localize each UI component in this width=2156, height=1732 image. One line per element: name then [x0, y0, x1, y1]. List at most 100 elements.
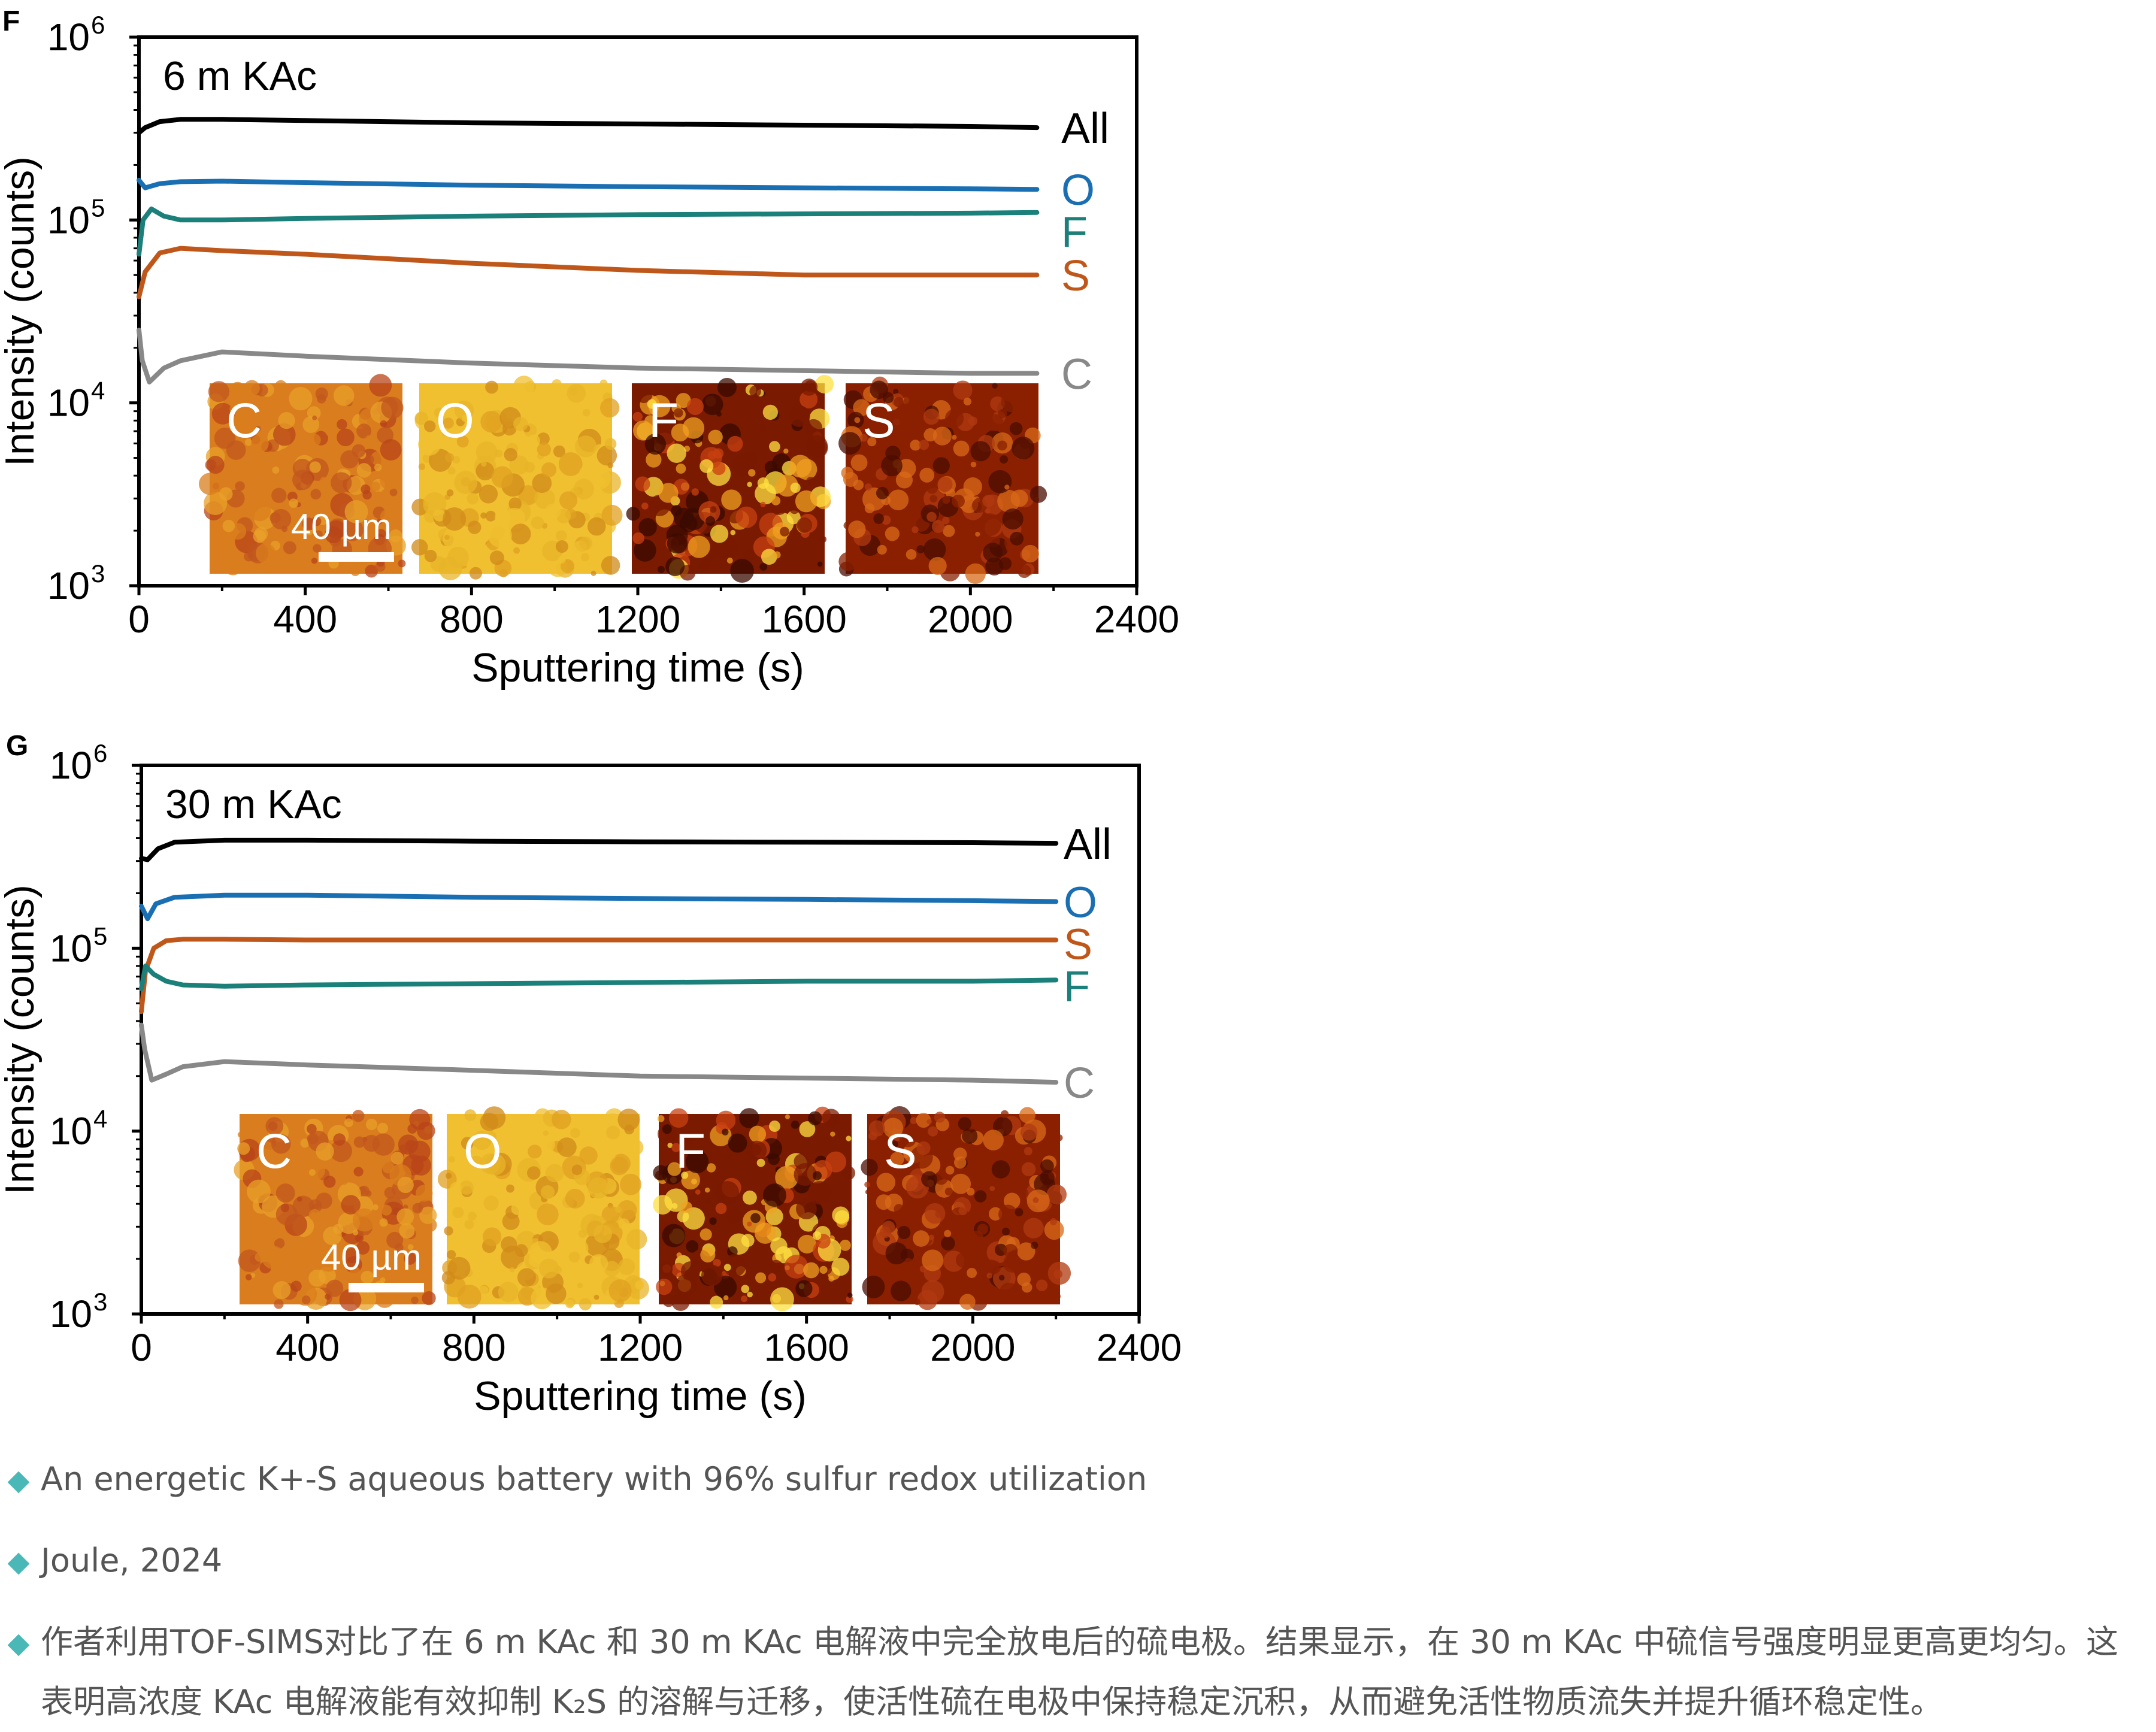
series-label-f: F [1061, 208, 1088, 256]
inset-texture [803, 1262, 819, 1279]
inset-texture [546, 1283, 567, 1304]
inset-texture [790, 482, 801, 493]
inset-texture [443, 527, 467, 550]
inset-texture [716, 1181, 740, 1204]
inset-texture [819, 535, 827, 543]
inset-texture [271, 487, 287, 503]
inset-texture [250, 434, 269, 453]
inset-texture [632, 411, 643, 422]
inset-texture [756, 1158, 765, 1167]
inset-texture [691, 488, 699, 496]
inset-texture [443, 507, 467, 531]
inset-texture [403, 1204, 408, 1210]
inset-texture [352, 1230, 359, 1236]
inset-texture [997, 440, 1007, 451]
inset-texture [894, 397, 904, 408]
series-label-s: S [1064, 920, 1092, 968]
inset-texture [557, 1137, 577, 1157]
x-tick-label: 1600 [764, 1326, 849, 1369]
inset-texture [262, 1246, 285, 1270]
inset-texture [306, 529, 313, 535]
inset-texture [504, 448, 517, 462]
inset-texture [208, 381, 230, 402]
inset-texture [446, 1250, 456, 1259]
inset-texture [1001, 1227, 1010, 1236]
inset-texture [723, 1264, 731, 1271]
inset-texture [864, 483, 872, 491]
inset-texture [877, 544, 887, 555]
inset-texture [978, 513, 1001, 537]
series-label-s: S [1061, 252, 1090, 300]
inset-texture [309, 461, 321, 473]
inset-texture [997, 489, 1020, 513]
inset-texture [682, 417, 705, 439]
series-line-o [139, 892, 1059, 922]
inset-texture [364, 1234, 369, 1240]
inset-texture [289, 517, 299, 527]
inset-texture [446, 489, 454, 496]
inset-texture [596, 477, 606, 487]
inset-texture [310, 489, 322, 500]
inset-texture [726, 1207, 743, 1224]
inset-texture [302, 416, 320, 433]
inset-texture [365, 435, 374, 445]
inset-texture [553, 445, 565, 458]
inset-texture [764, 461, 778, 474]
inset-texture [942, 516, 950, 525]
inset-texture [375, 491, 382, 498]
inset-texture [667, 443, 686, 463]
inset-texture [471, 553, 478, 561]
inset-texture [418, 463, 425, 470]
series-line-s [139, 937, 1059, 1015]
inset-texture [434, 407, 445, 418]
scalebar-label: 40 µm [291, 507, 392, 547]
inset-texture [574, 1207, 583, 1216]
inset-texture [686, 398, 704, 416]
panel-letter-g: G [6, 730, 29, 762]
inset-texture [253, 529, 266, 543]
inset-label: O [464, 1124, 502, 1179]
inset-texture [743, 550, 755, 562]
inset-texture [975, 531, 980, 537]
inset-texture [372, 1133, 395, 1156]
inset-map-s: S [838, 376, 1047, 585]
inset-texture [379, 470, 399, 490]
inset-texture [444, 453, 455, 462]
inset-texture [330, 1140, 352, 1162]
inset-texture [495, 449, 503, 458]
inset-texture [807, 1181, 832, 1205]
inset-texture [278, 412, 295, 429]
inset-texture [1000, 1110, 1009, 1119]
inset-texture [950, 1173, 971, 1194]
inset-texture [485, 380, 498, 394]
inset-label: O [436, 393, 474, 448]
inset-texture [441, 430, 449, 437]
inset-texture [770, 1287, 794, 1312]
inset-texture [487, 523, 512, 548]
inset-texture [967, 1268, 977, 1278]
inset-texture [467, 492, 479, 505]
inset-texture [635, 1280, 644, 1290]
inset-texture [1003, 1243, 1018, 1259]
inset-texture [311, 516, 322, 526]
inset-texture [788, 405, 810, 427]
inset-texture [831, 1258, 850, 1276]
inset-texture [389, 488, 398, 496]
inset-texture [370, 451, 385, 466]
inset-texture [1019, 1188, 1029, 1198]
inset-texture [656, 416, 673, 432]
inset-texture [398, 559, 406, 568]
inset-texture [784, 1255, 808, 1279]
inset-texture [617, 1200, 637, 1220]
inset-texture [450, 1182, 462, 1194]
inset-texture [444, 1226, 453, 1236]
inset-texture [369, 374, 392, 397]
inset-texture [591, 570, 596, 576]
inset-texture [910, 557, 928, 574]
inset-texture [854, 417, 861, 423]
chart-title: 30 m KAc [165, 782, 342, 827]
inset-texture [985, 557, 1004, 576]
inset-texture [710, 506, 717, 513]
inset-texture [269, 1230, 280, 1241]
inset-texture [775, 1165, 799, 1189]
